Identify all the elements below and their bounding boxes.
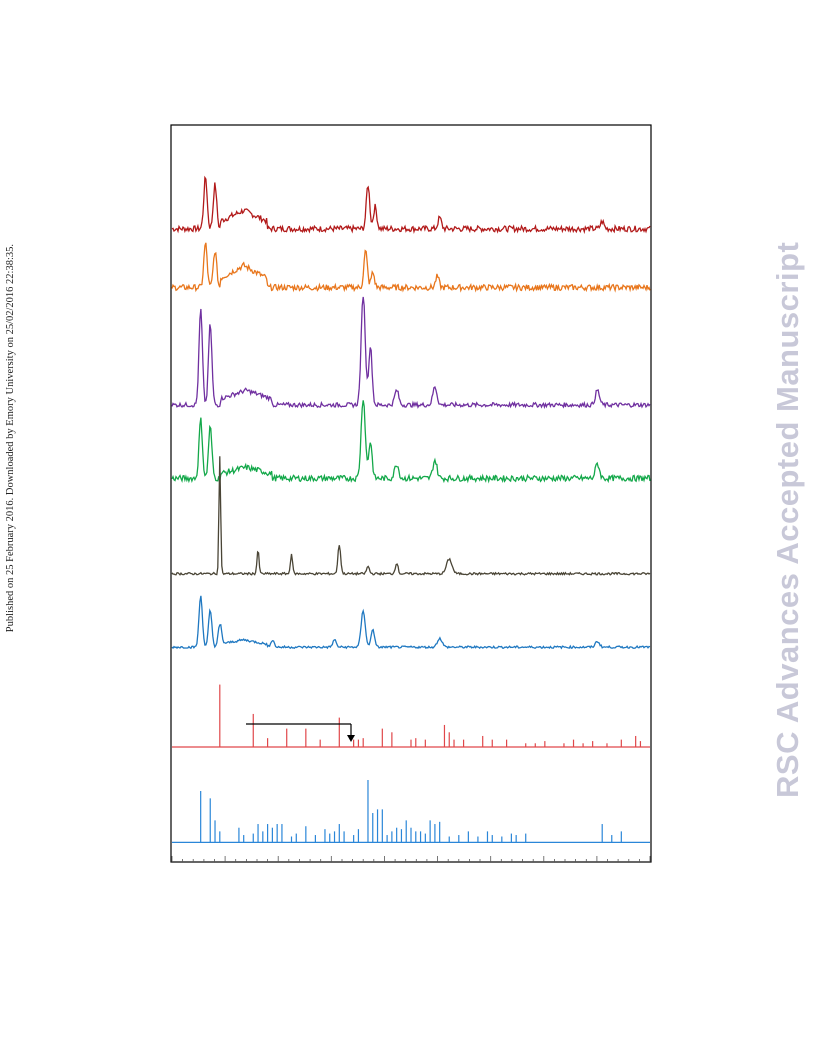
plot-frame (170, 124, 652, 863)
traces-group (171, 175, 651, 650)
spectrum-trace-1 (171, 175, 651, 235)
spectrum-trace-2 (171, 242, 651, 293)
spectrum-trace-3 (171, 296, 651, 410)
shift-arrow (246, 723, 355, 742)
arrow-head (347, 735, 355, 742)
spectrum-trace-4 (171, 400, 651, 484)
spectrum-trace-5 (171, 456, 651, 576)
x-axis-ticks (171, 856, 651, 862)
sticks-group (172, 684, 650, 843)
spectrum-trace-6 (171, 595, 651, 650)
